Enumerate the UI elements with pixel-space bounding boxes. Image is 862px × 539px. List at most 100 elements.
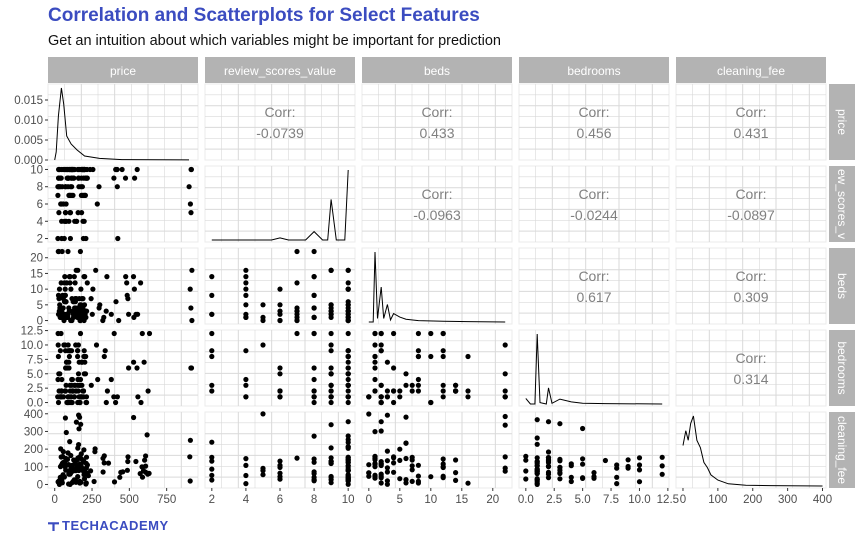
scatter-point [77, 330, 84, 337]
scatter-point [75, 376, 81, 383]
scatter-point [209, 454, 215, 460]
panel-price-price [47, 83, 199, 161]
scatter-point [89, 311, 95, 317]
y-tick-label: 15 [30, 268, 43, 280]
scatter-point [95, 376, 101, 383]
scatter-point [345, 314, 351, 320]
scatter-point [62, 464, 68, 470]
scatter-point [82, 192, 88, 198]
scatter-point [67, 348, 73, 354]
scatter-point [328, 365, 334, 371]
scatter-point [260, 472, 266, 478]
scatter-point [243, 472, 249, 479]
corr-value: 0.309 [733, 289, 768, 305]
panel-bedrooms-cleaning_fee [675, 329, 827, 407]
scatter-point [345, 463, 351, 469]
scatter-point [73, 311, 80, 317]
panel-cleaning_fee-price [47, 411, 199, 489]
y-tick-label: 0.010 [14, 115, 43, 127]
scatter-point [115, 235, 121, 242]
scatter-point [328, 330, 334, 337]
column-strip-label: price [110, 64, 136, 78]
y-tick-label: 2 [37, 234, 43, 246]
scatter-point [77, 480, 83, 486]
corr-value: 0.617 [576, 289, 611, 305]
scatter-point [397, 394, 403, 400]
scatter-point [415, 473, 421, 479]
scatter-point [403, 440, 409, 446]
y-tick-label: 100 [24, 462, 43, 474]
x-tick-label: 4 [243, 494, 250, 506]
scatter-point [523, 457, 529, 463]
y-tick-label: 200 [24, 444, 43, 456]
scatter-point [75, 175, 82, 181]
scatter-point [67, 210, 73, 216]
scatter-point [260, 302, 266, 308]
scatter-point [294, 248, 300, 255]
scatter-point [78, 421, 84, 427]
scatter-point [114, 166, 120, 173]
column-strip-review_scores_value [205, 57, 355, 83]
scatter-point [625, 457, 631, 463]
x-tick-label: 20 [486, 494, 499, 506]
panel-review_scores_value-cleaning_fee [675, 165, 827, 243]
scatter-point [88, 382, 94, 388]
scatter-point [277, 286, 283, 292]
scatter-point [55, 376, 61, 383]
scatter-point [534, 462, 540, 468]
scatter-point [114, 394, 120, 400]
scatter-point [636, 462, 643, 468]
scatter-point [345, 286, 351, 292]
scatter-point [328, 371, 334, 377]
scatter-point [345, 353, 351, 360]
scatter-point [391, 388, 397, 394]
scatter-point [328, 382, 334, 388]
scatter-point [428, 399, 434, 406]
scatter-point [345, 388, 351, 394]
scatter-point [209, 466, 215, 472]
scatter-point [545, 419, 552, 425]
scatter-point [57, 311, 63, 317]
scatter-point [378, 459, 384, 465]
scatter-point [260, 317, 266, 324]
scatter-point [277, 458, 283, 464]
scatter-point [372, 365, 378, 371]
scatter-point [243, 311, 249, 317]
scatter-point [243, 286, 249, 292]
scatter-point [61, 342, 67, 348]
scatter-point [428, 474, 434, 480]
scatter-point [636, 467, 643, 473]
scatter-point [366, 470, 372, 476]
scatter-point [188, 210, 194, 216]
scatter-point [568, 478, 574, 485]
scatter-point [135, 394, 141, 400]
scatter-point [209, 388, 215, 394]
scatter-point [534, 441, 540, 447]
scatter-point [311, 376, 317, 383]
scatter-point [391, 455, 397, 461]
scatter-point [76, 454, 83, 460]
corr-label: Corr: [735, 350, 766, 366]
scatter-point [391, 330, 397, 337]
scatter-point [58, 446, 64, 452]
x-tick-label: 0 [52, 494, 58, 506]
scatter-point [328, 267, 334, 273]
scatter-point [81, 274, 87, 280]
scatter-point [93, 342, 100, 348]
row-strip-label: beds [835, 273, 849, 299]
scatter-point [384, 469, 390, 475]
scatter-point [243, 456, 249, 462]
scatter-point [277, 317, 283, 324]
scatter-point [534, 417, 540, 423]
scatter-point [73, 419, 79, 425]
scatter-point [141, 359, 147, 365]
scatter-point [126, 365, 132, 371]
scatter-point [502, 388, 508, 394]
scatter-point [345, 481, 351, 487]
scatter-point [69, 175, 75, 181]
scatter-point [311, 305, 317, 311]
panel-beds-beds [361, 247, 513, 325]
scatter-point [440, 456, 446, 462]
scatter-point [67, 388, 73, 394]
scatter-point [77, 462, 83, 468]
